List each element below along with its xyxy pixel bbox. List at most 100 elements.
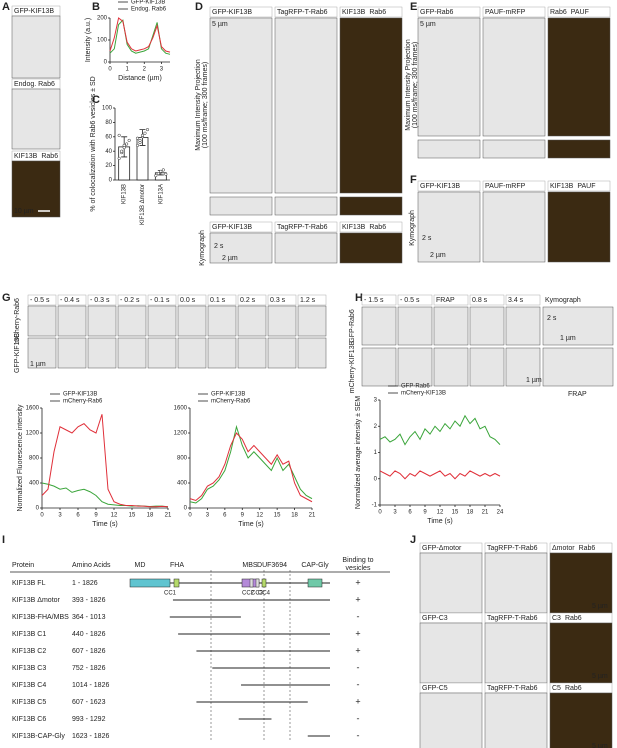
- y-tick-label: 60: [105, 134, 112, 140]
- micrograph: [209, 196, 273, 216]
- chart: 0 100 200 Intensity (a.u.) 0 1 2 3 Distance (µm)…: [85, 0, 171, 82]
- header: - 1.5 s: [364, 297, 384, 304]
- y-tick-label: 20: [105, 163, 112, 169]
- header: Rab6: [41, 153, 58, 160]
- domain-label: MBS: [242, 562, 258, 569]
- x-tick-label: 9: [94, 513, 98, 519]
- panel-label: A: [2, 1, 10, 13]
- micrograph: [433, 306, 469, 346]
- merge-image: [549, 552, 613, 614]
- header: GFP-Δmotor: [422, 545, 462, 552]
- header-box: [117, 294, 147, 306]
- header-box: [469, 294, 505, 306]
- amino-acids: 1623 - 1826: [72, 733, 109, 740]
- y-axis-label: % of colocalization with Rab6 vesicles ±…: [90, 76, 97, 211]
- y-tick-label: 400: [177, 481, 188, 487]
- micrograph: [237, 305, 267, 337]
- micrograph: [237, 337, 267, 369]
- header: GFP-KIF13B: [420, 183, 460, 190]
- panel-label: E: [410, 1, 417, 13]
- binding: -: [357, 679, 360, 689]
- x-tick-label: 6: [223, 513, 227, 519]
- merge-image: [339, 232, 403, 264]
- coil-label: CC4: [258, 591, 271, 597]
- header: - 0.1 s: [150, 297, 170, 304]
- amino-acids: 607 - 1826: [72, 648, 106, 655]
- micrograph: [484, 692, 548, 748]
- micrograph: [469, 306, 505, 346]
- header: TagRFP-T-Rab6: [487, 685, 538, 692]
- header-box: [361, 294, 397, 306]
- domain-label: CAP-Gly: [301, 562, 329, 569]
- micrograph: [177, 305, 207, 337]
- header: GFP-KIF13B: [212, 224, 252, 231]
- micrograph: [417, 191, 481, 263]
- x-tick-label: 3: [206, 513, 210, 519]
- y-tick-label: 80: [105, 120, 112, 126]
- header: FRAP: [436, 297, 455, 304]
- amino-acids: 752 - 1826: [72, 665, 106, 672]
- micrograph: [505, 306, 541, 346]
- legend-label: mCherry-Rab6: [63, 399, 103, 405]
- micrograph: [87, 305, 117, 337]
- header: GFP-C3: [422, 615, 448, 622]
- y-axis-label: Normalized average intensity ± SEM: [355, 396, 362, 509]
- scale-label: 5 µm: [212, 21, 228, 28]
- y-axis-label: Normalized Fluorescence intensity: [17, 404, 24, 511]
- side-label: mCherry-KIF13B: [349, 340, 356, 393]
- protein: KIF13B C6: [12, 716, 46, 723]
- micrograph: [209, 17, 273, 194]
- x-tick-label: 15: [452, 510, 459, 516]
- header-box: [482, 180, 546, 192]
- side-label: GFP-KIF13B: [14, 333, 21, 373]
- header: GFP-Rab6: [420, 9, 454, 16]
- y-tick-label: -1: [372, 503, 378, 509]
- y-tick-label: 400: [29, 481, 40, 487]
- binding: -: [357, 713, 360, 723]
- column-header: Binding to: [342, 557, 373, 564]
- side-label: Kymograph: [199, 230, 206, 266]
- scale-label: 2 s: [214, 243, 224, 250]
- header-box: [297, 294, 327, 306]
- micrograph: [484, 552, 548, 614]
- data-point: [159, 169, 163, 173]
- header-box: [482, 6, 546, 18]
- header: Rab6: [369, 9, 386, 16]
- header: Kymograph: [545, 297, 581, 304]
- header: Rab6: [550, 9, 567, 16]
- header-box: [417, 6, 481, 18]
- legend-label: GFP-Rab6: [401, 384, 430, 390]
- line: [41, 414, 169, 508]
- merge-image: [339, 196, 403, 216]
- micrograph: [274, 196, 338, 216]
- header: KIF13B: [342, 224, 366, 231]
- y-tick-label: 0: [374, 476, 378, 482]
- data-point: [145, 128, 150, 132]
- header-box: [267, 294, 297, 306]
- legend-label: mCherry-KIF13B: [401, 391, 446, 397]
- x-tick-label: 0: [378, 510, 382, 516]
- header: 3.4 s: [508, 297, 524, 304]
- micrograph: [207, 337, 237, 369]
- header: 0.1 s: [210, 297, 226, 304]
- scale-label: 5 µm: [420, 21, 436, 28]
- x-tick-label: 3: [393, 510, 397, 516]
- scale-label: 1 µm: [30, 361, 46, 368]
- panel-label: H: [355, 292, 363, 304]
- side-label: (100 ms/frame; 300 frames): [202, 62, 209, 148]
- micrograph: [542, 347, 614, 387]
- header-box: [207, 294, 237, 306]
- y-tick-label: 100: [97, 38, 108, 44]
- header: TagRFP-T-Rab6: [487, 545, 538, 552]
- data-point: [120, 149, 124, 153]
- legend-label: Endog. Rab6: [131, 7, 167, 13]
- y-tick-label: 1: [374, 450, 378, 456]
- panel-label: D: [195, 1, 203, 13]
- data-point: [117, 156, 121, 160]
- binding: +: [355, 696, 360, 706]
- data-point: [140, 133, 145, 137]
- coil-label: CC3: [251, 591, 264, 597]
- binding: -: [357, 662, 360, 672]
- amino-acids: 1014 - 1826: [72, 682, 109, 689]
